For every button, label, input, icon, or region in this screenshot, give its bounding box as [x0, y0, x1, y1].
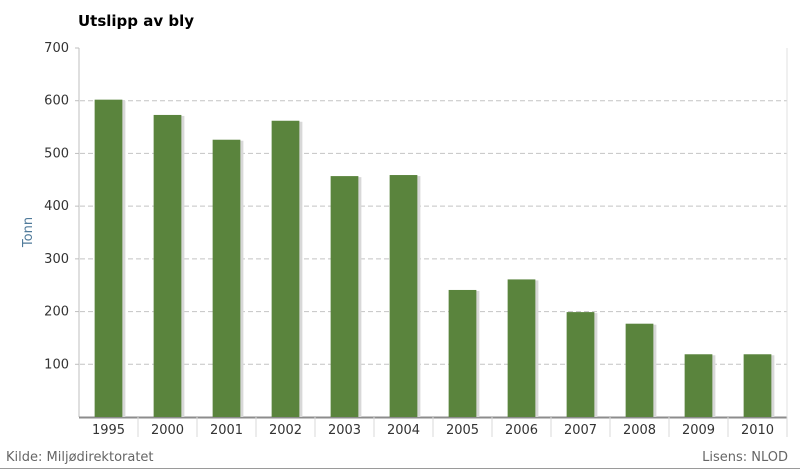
x-tick-label: 2004 — [387, 423, 420, 438]
license-label: Lisens: NLOD — [702, 450, 788, 465]
bar-2008 — [625, 323, 654, 417]
y-tick-label: 300 — [44, 252, 69, 267]
y-tick-label: 200 — [44, 305, 69, 320]
bar-2005 — [448, 289, 477, 417]
x-tick-label: 1995 — [92, 423, 125, 438]
x-tick-label: 2002 — [269, 423, 302, 438]
bar-2010 — [743, 354, 772, 417]
y-tick-label: 500 — [44, 146, 69, 161]
y-axis-label: Tonn — [21, 217, 36, 248]
x-tick-label: 2003 — [328, 423, 361, 438]
x-tick-label: 2007 — [564, 423, 597, 438]
x-tick-label: 2000 — [151, 423, 184, 438]
bar-2001 — [212, 139, 241, 418]
y-tick-label: 100 — [44, 357, 69, 372]
footer-divider — [0, 468, 800, 469]
bar-2007 — [566, 312, 595, 417]
x-tick-label: 2005 — [446, 423, 479, 438]
x-tick-label: 2010 — [741, 423, 774, 438]
bar-2006 — [507, 279, 536, 417]
source-credit: Kilde: Miljødirektoratet — [6, 450, 154, 465]
y-tick-label: 600 — [44, 94, 69, 109]
x-tick-label: 2006 — [505, 423, 538, 438]
bar-2004 — [389, 175, 418, 417]
bar-1995 — [94, 99, 123, 417]
bar-2002 — [271, 120, 300, 417]
bar-2003 — [330, 176, 359, 417]
bar-2009 — [684, 354, 713, 417]
y-tick-label: 700 — [44, 41, 69, 56]
chart-title: Utslipp av bly — [78, 12, 195, 30]
bar-2000 — [153, 114, 182, 417]
x-tick-label: 2001 — [210, 423, 243, 438]
x-tick-label: 2008 — [623, 423, 656, 438]
x-tick-label: 2009 — [682, 423, 715, 438]
y-tick-label: 400 — [44, 199, 69, 214]
